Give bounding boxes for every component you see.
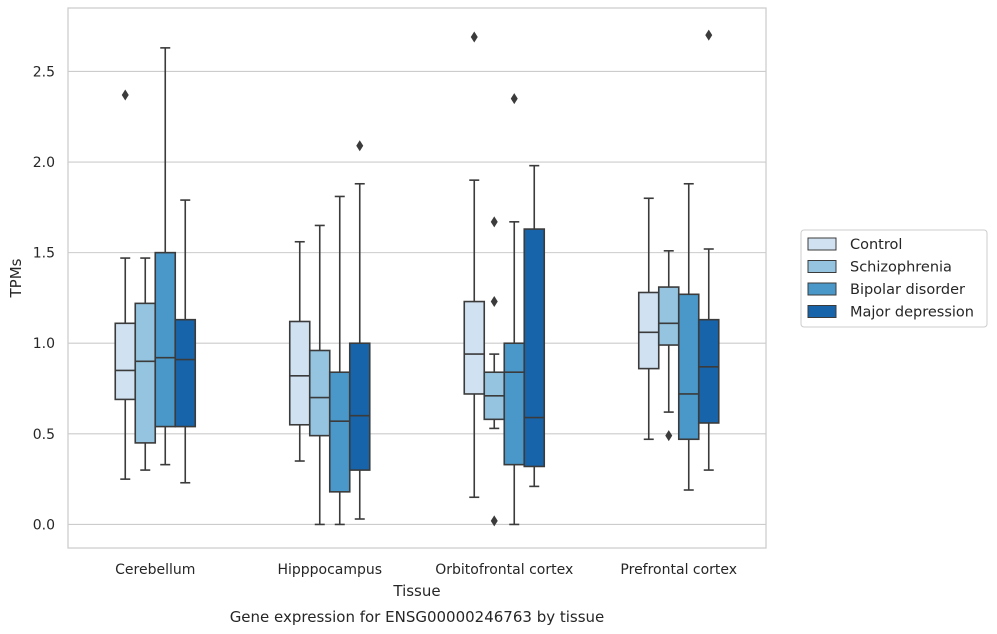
box bbox=[503, 342, 526, 466]
chart-caption: Gene expression for ENSG00000246763 by t… bbox=[230, 608, 605, 626]
box-bipolar-disorder bbox=[328, 195, 351, 526]
legend-label: Control bbox=[850, 237, 902, 253]
legend: Control Schizophrenia Bipolar disorder Majo… bbox=[800, 229, 988, 328]
outlier-point bbox=[510, 93, 518, 105]
box bbox=[657, 286, 680, 346]
box bbox=[328, 371, 351, 493]
box-schizophrenia bbox=[657, 250, 680, 442]
box bbox=[348, 342, 371, 471]
box-major-depression bbox=[523, 164, 546, 488]
legend-label: Bipolar disorder bbox=[850, 282, 965, 298]
outlier-point bbox=[470, 31, 478, 43]
outlier-point bbox=[121, 89, 129, 101]
plot-frame bbox=[67, 7, 767, 549]
box bbox=[134, 302, 157, 444]
box-schizophrenia bbox=[134, 257, 157, 471]
box bbox=[697, 318, 720, 424]
y-axis: 0.0 0.5 1.0 1.5 2.0 2.5 bbox=[33, 64, 55, 533]
x-tick-label: Hipppocampus bbox=[277, 562, 382, 578]
legend-swatch bbox=[807, 260, 837, 273]
box-schizophrenia bbox=[308, 224, 331, 526]
legend-label: Schizophrenia bbox=[850, 260, 952, 276]
box bbox=[114, 322, 137, 401]
box bbox=[288, 320, 311, 426]
y-axis-label: TPMs bbox=[7, 258, 25, 298]
y-tick-label: 0.0 bbox=[33, 517, 55, 533]
legend-swatch bbox=[807, 237, 837, 251]
x-axis: Cerebellum Hipppocampus Orbitofrontal cort… bbox=[115, 562, 737, 578]
x-tick-label: Cerebellum bbox=[115, 562, 195, 578]
box-plots bbox=[114, 29, 720, 527]
box-control bbox=[463, 31, 486, 499]
y-tick-label: 2.0 bbox=[33, 155, 55, 171]
box-schizophrenia bbox=[483, 216, 506, 527]
box bbox=[463, 300, 486, 395]
box-control bbox=[114, 89, 137, 480]
outlier-point bbox=[665, 430, 673, 442]
box-bipolar-disorder bbox=[154, 47, 177, 466]
x-tick-label: Orbitofrontal cortex bbox=[435, 562, 573, 578]
outlier-point bbox=[705, 29, 713, 41]
box bbox=[637, 291, 660, 370]
legend-label: Major depression bbox=[850, 305, 974, 321]
outlier-point bbox=[490, 216, 498, 228]
box-major-depression bbox=[348, 140, 371, 520]
box-major-depression bbox=[697, 29, 720, 471]
box bbox=[677, 293, 700, 441]
x-tick-label: Prefrontal cortex bbox=[620, 562, 737, 578]
outlier-point bbox=[490, 296, 498, 308]
box bbox=[154, 251, 177, 428]
y-tick-label: 0.5 bbox=[33, 427, 55, 443]
box-control bbox=[637, 197, 660, 441]
box bbox=[308, 349, 331, 437]
y-tick-label: 1.5 bbox=[33, 246, 55, 262]
y-tick-label: 1.0 bbox=[33, 336, 55, 352]
x-axis-label: Tissue bbox=[392, 582, 440, 600]
outlier-point bbox=[490, 515, 498, 527]
box-bipolar-disorder bbox=[503, 93, 526, 526]
legend-frame bbox=[800, 229, 988, 328]
box-major-depression bbox=[174, 199, 197, 484]
legend-swatch bbox=[807, 282, 837, 296]
box bbox=[523, 228, 546, 468]
outlier-point bbox=[356, 140, 364, 152]
box bbox=[174, 318, 197, 428]
legend-swatch bbox=[807, 305, 837, 318]
box-bipolar-disorder bbox=[677, 182, 700, 491]
box-control bbox=[288, 240, 311, 462]
y-tick-label: 2.5 bbox=[33, 64, 55, 80]
